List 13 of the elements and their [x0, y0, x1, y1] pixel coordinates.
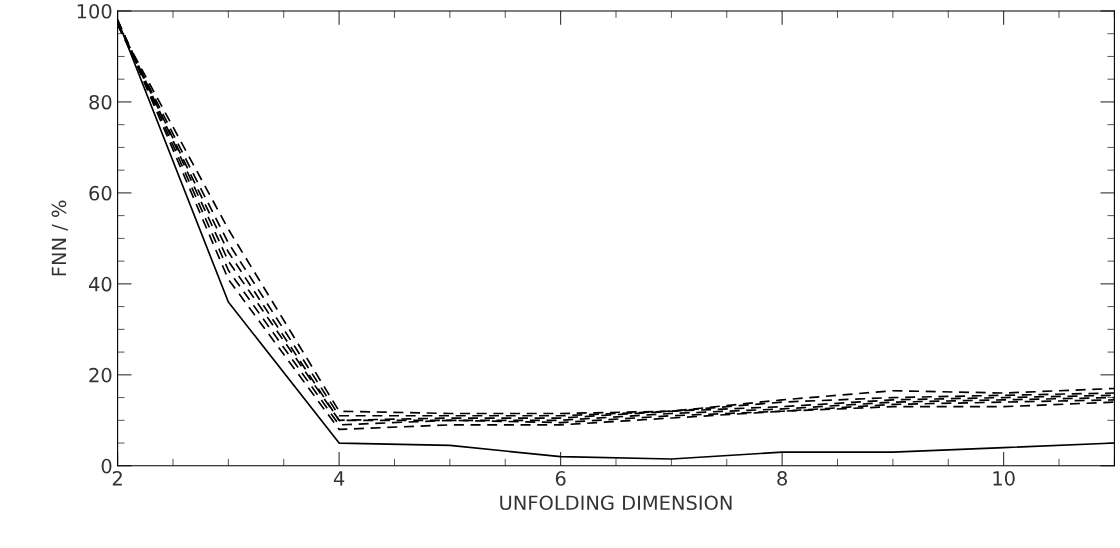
x-tick-label: 10 — [993, 471, 1015, 486]
y-tick-label: 60 — [89, 185, 112, 201]
y-tick-label: 80 — [89, 94, 112, 110]
x-tick-label: 6 — [555, 471, 566, 486]
y-tick-label: 20 — [89, 367, 112, 383]
y-tick-label: 40 — [88, 276, 112, 292]
y-tick-label: 100 — [77, 3, 112, 19]
x-axis-title: UNFOLDING DIMENSION — [500, 495, 732, 511]
x-tick-label: 8 — [777, 471, 787, 486]
x-tick-label: 4 — [333, 471, 345, 486]
x-tick-label: 2 — [112, 471, 122, 486]
y-tick-label: 0 — [101, 458, 112, 474]
y-axis-title: FNN / % — [51, 200, 68, 276]
